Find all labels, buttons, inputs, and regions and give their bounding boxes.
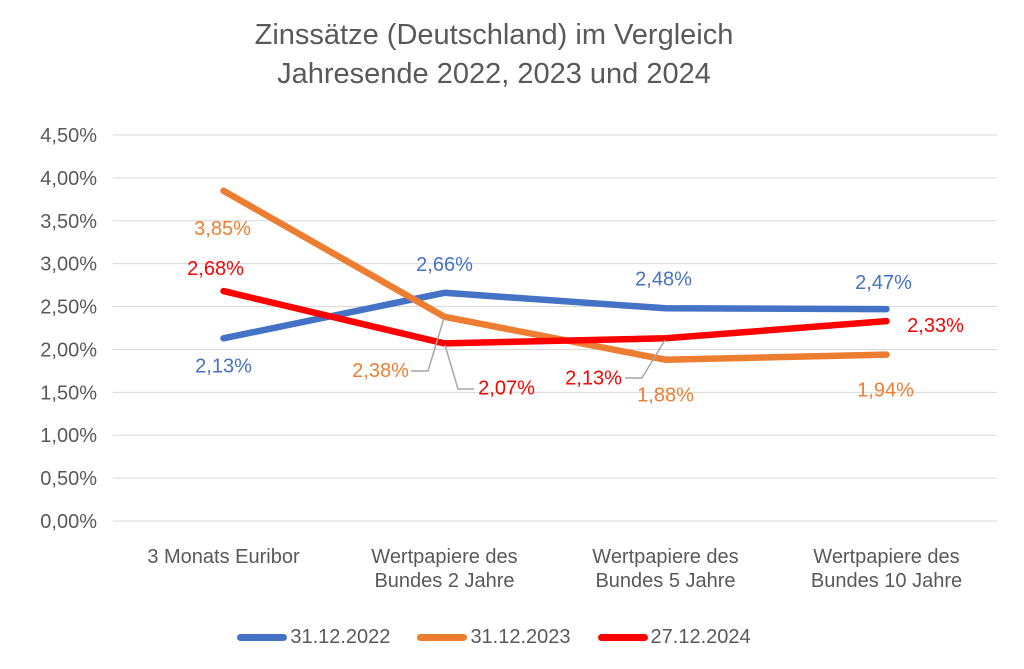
data-label: 2,13% [565,367,622,389]
legend-line-marker [237,633,288,641]
data-label: 1,88% [637,385,694,407]
data-label: 2,66% [416,254,473,276]
y-axis-tick-label: 2,00% [40,339,97,361]
data-label: 2,07% [478,377,535,399]
data-label: 3,85% [194,218,251,240]
legend-item: 27.12.2024 [597,625,751,649]
chart-title-line2: Jahresende 2022, 2023 und 2024 [277,58,711,90]
x-axis-category-label: Wertpapiere des [371,546,517,568]
y-axis-tick-label: 3,00% [40,254,97,276]
y-axis-tick-label: 4,00% [40,168,97,190]
series-line-31.12.2023 [220,187,890,363]
x-axis-category-label: Bundes 10 Jahre [811,570,962,592]
data-label: 1,94% [857,380,914,402]
legend-label: 31.12.2023 [470,625,571,648]
x-axis-category-label: Bundes 5 Jahre [595,570,735,592]
x-axis-category-label: 3 Monats Euribor [147,546,300,568]
series-line-27.12.2024 [220,287,890,347]
y-axis-tick-label: 1,00% [40,425,97,447]
data-label: 2,13% [195,355,252,377]
y-axis-tick-label: 0,00% [40,511,97,533]
chart-title-line1: Zinssätze (Deutschland) im Vergleich [254,19,734,51]
y-axis-tick-label: 4,50% [40,125,97,147]
x-axis-category-label: Wertpapiere des [592,546,738,568]
legend-line-marker [417,633,468,641]
chart-legend: 31.12.2022 31.12.2023 27.12.2024 [0,623,988,651]
data-label: 2,38% [352,360,409,382]
y-axis-tick-label: 1,50% [40,382,97,404]
y-axis-tick-label: 3,50% [40,211,97,233]
data-label: 2,48% [635,268,692,290]
data-label-leader-line [411,317,445,372]
legend-label: 27.12.2024 [650,625,751,648]
data-label: 2,33% [907,315,964,337]
x-axis-category-label: Wertpapiere des [813,546,959,568]
data-label-leader-line [625,339,666,379]
x-axis-category-label: Bundes 2 Jahre [374,570,514,592]
y-axis-tick-label: 0,50% [40,468,97,490]
legend-line-marker [597,633,648,641]
data-label-leader-line [444,344,474,390]
chart-title: Zinssätze (Deutschland) im Vergleich Jah… [0,16,988,94]
data-label: 2,47% [855,272,912,294]
legend-item: 31.12.2023 [417,625,571,649]
legend-label: 31.12.2022 [290,625,391,648]
legend-item: 31.12.2022 [237,626,390,649]
data-label: 2,68% [187,258,244,280]
y-axis-tick-label: 2,50% [40,297,97,319]
